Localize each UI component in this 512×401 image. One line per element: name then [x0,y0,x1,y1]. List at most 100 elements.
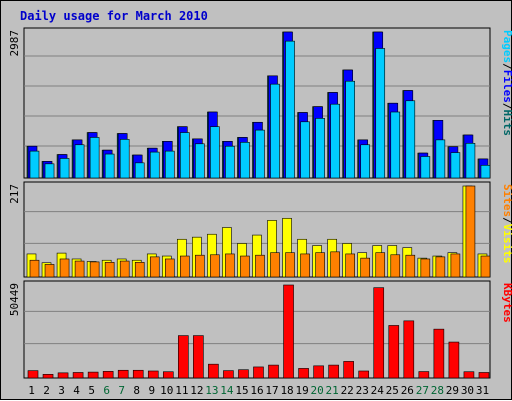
bar-pages [164,150,175,179]
bar-kbytes [162,371,174,379]
x-tick-label: 14 [220,384,234,397]
bar-sites [225,253,235,278]
bar-sites [390,254,401,278]
series-label-part: Files [501,70,512,103]
x-tick-label: 26 [401,384,414,397]
series-label-part: / [501,217,512,224]
bar-pages [375,48,386,179]
bar-pages [29,150,40,179]
chart-title: Daily usage for March 2010 [20,9,208,23]
panel-visitors: 217 Sites/Visits [8,181,512,278]
x-tick-label: 29 [446,384,459,397]
x-tick-label: 15 [235,384,248,397]
bar-kbytes [448,341,460,379]
bar-kbytes [313,365,324,379]
series-label-part: Visits [501,224,512,264]
bar-pages [285,40,295,179]
series-label-part: / [501,103,512,110]
bar-kbytes [238,369,249,379]
series-label: Pages/Files/Hits [501,30,512,136]
x-tick-label: 16 [250,384,263,397]
bar-kbytes [147,370,159,379]
bar-pages [360,144,371,179]
x-tick-label: 1 [28,384,35,397]
bar-pages [44,163,55,179]
x-tick-label: 5 [88,384,95,397]
bar-kbytes [27,370,39,379]
x-tick-label: 27 [416,384,429,397]
bar-sites [465,185,476,278]
bar-kbytes [193,335,204,379]
x-tick-label: 28 [431,384,444,397]
bar-pages [315,118,325,179]
bar-sites [104,262,115,278]
bar-pages [134,162,145,179]
bar-pages [195,143,205,179]
series-label: Sites/Visits [501,184,512,264]
bar-pages [240,142,250,179]
x-tick-label: 30 [461,384,474,397]
bar-sites [435,256,446,278]
x-tick-label: 23 [356,384,369,397]
x-tick-label: 10 [160,384,173,397]
bar-kbytes [283,284,294,379]
bar-pages [180,132,190,179]
bar-pages [345,80,355,179]
bar-sites [315,252,325,278]
bar-kbytes [328,364,339,379]
x-tick-label: 21 [326,384,339,397]
x-tick-label: 6 [103,384,110,397]
bar-sites [134,262,145,278]
x-tick-label: 2 [43,384,50,397]
bar-sites [89,261,100,278]
bar-sites [300,253,310,278]
bar-kbytes [72,372,84,379]
bar-pages [255,129,265,179]
bar-kbytes [268,364,279,379]
bar-kbytes [433,328,445,379]
x-tick-label: 25 [386,384,399,397]
x-tick-label: 12 [190,384,203,397]
x-tick-label: 13 [205,384,218,397]
bar-kbytes [57,372,69,379]
bar-sites [59,258,70,278]
panel-frame [23,280,491,379]
bar-kbytes [208,363,219,379]
x-tick-label: 11 [175,384,188,397]
bar-sites [240,255,250,278]
bar-sites [375,252,386,278]
bar-kbytes [102,371,114,379]
x-tick-label: 31 [476,384,489,397]
bar-kbytes [253,366,264,379]
bar-kbytes [478,372,490,379]
bar-pages [300,121,310,179]
bar-kbytes [132,369,144,379]
bar-pages [480,164,491,179]
series-label-part: Pages [501,30,512,63]
bar-pages [225,145,235,179]
bar-kbytes [403,320,415,379]
bar-pages [390,111,401,179]
series-label-part: Sites [501,184,512,217]
bar-sites [180,255,190,278]
bar-kbytes [358,370,370,379]
series-label: KBytes [501,283,512,323]
bar-kbytes [42,374,54,379]
series-label-part: KBytes [501,283,512,323]
bar-sites [255,254,265,278]
bar-sites [285,252,295,278]
bar-sites [44,264,55,278]
bar-pages [59,158,70,179]
x-tick-label: 7 [118,384,125,397]
bar-pages [405,100,416,179]
x-tick-label: 22 [341,384,354,397]
bar-sites [119,260,130,278]
bar-pages [450,152,461,179]
x-tick-label: 3 [58,384,65,397]
panel-kbytes: 50449 KBytes [8,280,512,379]
bar-sites [480,255,491,278]
bar-kbytes [418,371,430,379]
